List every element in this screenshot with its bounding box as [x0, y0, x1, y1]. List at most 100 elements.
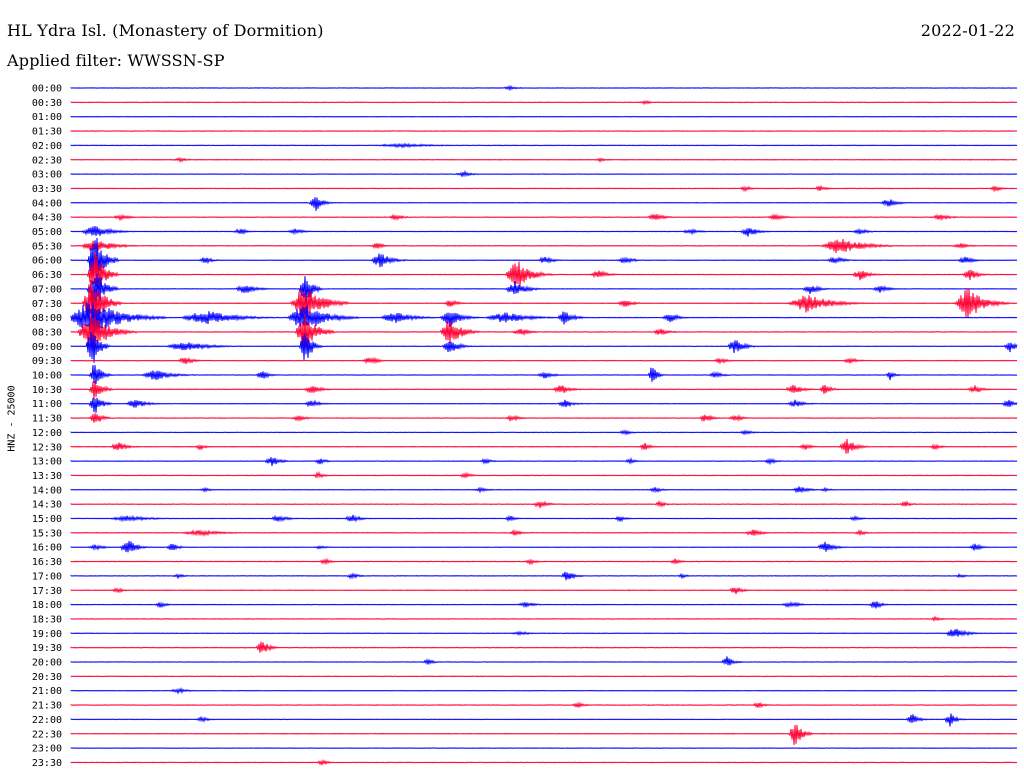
- row-time-label: 19:30: [32, 643, 62, 654]
- trace-line: [70, 486, 1018, 494]
- row-time-label: 03:30: [32, 184, 62, 195]
- trace-line: [70, 356, 1018, 365]
- row-time-label: 16:30: [32, 557, 62, 568]
- row-time-label: 13:00: [32, 457, 62, 468]
- date-label: 2022-01-22: [920, 21, 1015, 40]
- trace-line: [70, 380, 1018, 400]
- row-time-label: 01:00: [32, 112, 62, 123]
- trace-line: [70, 169, 1018, 178]
- trace-line: [70, 514, 1018, 523]
- row-time-label: 02:00: [32, 141, 62, 152]
- trace-line: [70, 184, 1018, 193]
- trace-line: [70, 226, 1018, 237]
- trace-line: [70, 571, 1018, 581]
- row-time-label: 03:00: [32, 170, 62, 181]
- row-time-label: 23:30: [32, 758, 62, 769]
- row-time-label: 05:00: [32, 227, 62, 238]
- row-time-label: 16:00: [32, 543, 62, 554]
- trace-line: [70, 529, 1018, 538]
- row-time-label: 07:30: [32, 299, 62, 310]
- trace-line: [70, 237, 1018, 278]
- filter-label: Applied filter: WWSSN-SP: [7, 51, 225, 70]
- row-time-label: 12:00: [32, 428, 62, 439]
- trace-line: [70, 701, 1018, 709]
- row-time-label: 23:00: [32, 744, 62, 755]
- trace-line: [70, 601, 1018, 609]
- row-time-label: 18:00: [32, 600, 62, 611]
- row-time-label: 21:30: [32, 701, 62, 712]
- trace-line: [70, 413, 1018, 423]
- trace-line: [70, 615, 1018, 623]
- row-time-label: 20:00: [32, 658, 62, 669]
- trace-line: [70, 84, 1018, 92]
- trace-line: [70, 675, 1018, 678]
- trace-line: [70, 713, 1018, 727]
- row-time-label: 08:00: [32, 313, 62, 324]
- row-time-label: 09:30: [32, 356, 62, 367]
- trace-line: [70, 759, 1018, 767]
- row-time-label: 04:30: [32, 213, 62, 224]
- trace-line: [70, 331, 1018, 363]
- trace-line: [70, 656, 1018, 666]
- trace-line: [70, 115, 1018, 118]
- trace-line: [70, 397, 1018, 413]
- row-time-label: 11:00: [32, 399, 62, 410]
- trace-line: [70, 628, 1018, 637]
- row-time-label: 06:00: [32, 256, 62, 267]
- station-title: HL Ydra Isl. (Monastery of Dormition): [7, 21, 324, 40]
- row-time-label: 02:30: [32, 155, 62, 166]
- trace-line: [70, 470, 1018, 479]
- row-time-label: 10:00: [32, 371, 62, 382]
- trace-line: [70, 438, 1018, 454]
- row-time-label: 18:30: [32, 614, 62, 625]
- trace-line: [70, 429, 1018, 436]
- trace-line: [70, 499, 1018, 508]
- trace-line: [70, 686, 1018, 695]
- row-time-label: 15:30: [32, 528, 62, 539]
- row-time-label: 09:00: [32, 342, 62, 353]
- row-time-label: 00:30: [32, 98, 62, 109]
- trace-line: [70, 251, 1018, 287]
- row-time-label: 10:30: [32, 385, 62, 396]
- trace-line: [70, 273, 1018, 310]
- trace-line: [70, 314, 1018, 350]
- row-time-label: 20:30: [32, 672, 62, 683]
- trace-line: [70, 213, 1018, 222]
- trace-line: [70, 557, 1018, 566]
- trace-line: [70, 724, 1018, 746]
- row-time-label: 15:00: [32, 514, 62, 525]
- row-time-label: 17:00: [32, 571, 62, 582]
- row-time-label: 13:30: [32, 471, 62, 482]
- row-time-label: 04:00: [32, 198, 62, 209]
- trace-line: [70, 197, 1018, 211]
- trace-line: [70, 238, 1018, 254]
- row-time-label: 08:30: [32, 327, 62, 338]
- trace-line: [70, 540, 1018, 553]
- row-time-label: 14:00: [32, 485, 62, 496]
- trace-line: [70, 142, 1018, 149]
- row-time-label: 06:30: [32, 270, 62, 281]
- row-time-label: 07:00: [32, 284, 62, 295]
- trace-line: [70, 280, 1018, 329]
- row-time-label: 05:30: [32, 241, 62, 252]
- row-time-label: 14:30: [32, 500, 62, 511]
- row-time-label: 21:00: [32, 686, 62, 697]
- trace-line: [70, 99, 1018, 106]
- row-time-label: 00:00: [32, 84, 62, 95]
- trace-line: [70, 747, 1018, 749]
- trace-line: [70, 641, 1018, 653]
- row-time-label: 11:30: [32, 414, 62, 425]
- trace-line: [70, 301, 1018, 335]
- row-time-label: 12:30: [32, 442, 62, 453]
- trace-line: [70, 156, 1018, 164]
- trace-line: [70, 587, 1018, 595]
- row-time-label: 19:00: [32, 629, 62, 640]
- trace-line: [70, 364, 1018, 384]
- trace-line: [70, 457, 1018, 466]
- row-time-label: 01:30: [32, 127, 62, 138]
- row-time-label: 17:30: [32, 586, 62, 597]
- row-time-label: 22:30: [32, 729, 62, 740]
- trace-line: [70, 129, 1018, 133]
- row-time-label: 22:00: [32, 715, 62, 726]
